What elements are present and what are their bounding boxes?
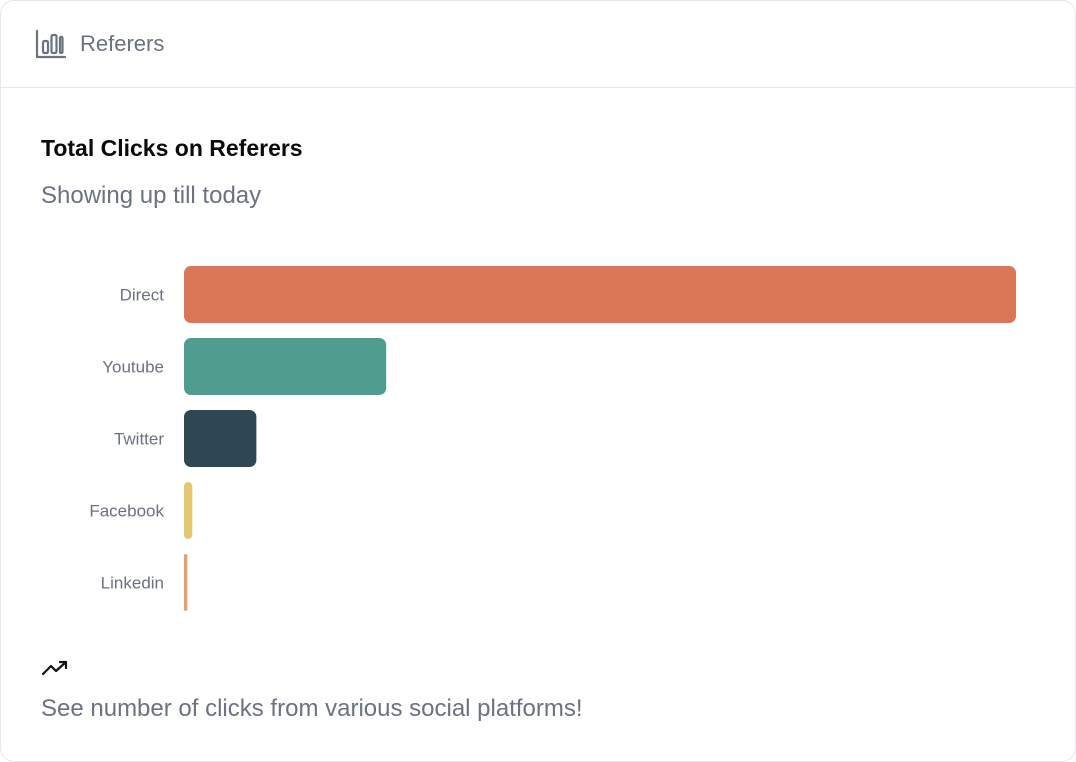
bar-twitter[interactable] xyxy=(184,410,257,467)
category-label-linkedin: Linkedin xyxy=(101,574,164,593)
footer-text: See number of clicks from various social… xyxy=(41,695,583,722)
bar-direct[interactable] xyxy=(184,266,1016,323)
bar-facebook[interactable] xyxy=(184,482,193,539)
chart-subtitle: Showing up till today xyxy=(41,182,262,209)
category-label-facebook: Facebook xyxy=(89,502,164,521)
bar-chart-icon xyxy=(35,28,67,60)
referers-bar-chart: Direct Youtube Twitter Facebook Linkedin xyxy=(89,266,1016,611)
chart-title: Total Clicks on Referers xyxy=(41,135,303,161)
category-label-direct: Direct xyxy=(120,286,165,305)
category-label-youtube: Youtube xyxy=(102,358,164,377)
header-title: Referers xyxy=(80,31,165,56)
bar-linkedin[interactable] xyxy=(184,554,188,611)
category-label-twitter: Twitter xyxy=(114,430,164,449)
card-header: Referers xyxy=(1,1,1075,88)
bar-youtube[interactable] xyxy=(184,338,387,395)
trending-up-icon xyxy=(41,657,69,679)
